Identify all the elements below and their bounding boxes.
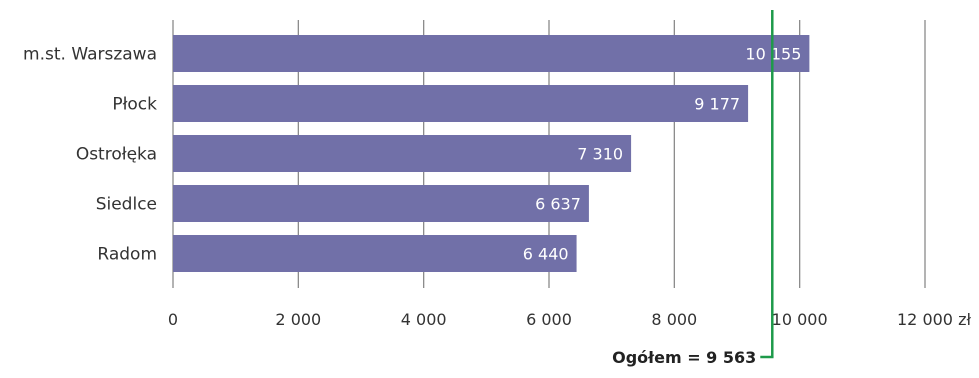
category-label: Radom: [97, 245, 157, 265]
bar-value-label: 6 440: [523, 245, 569, 264]
bar: [173, 135, 632, 172]
x-tick-label: 8 000: [651, 310, 697, 329]
bar-value-label: 6 637: [535, 195, 581, 214]
category-label: m.st. Warszawa: [23, 45, 157, 65]
bar: [173, 185, 589, 222]
reference-line-group: Ogółem = 9 563: [612, 10, 774, 367]
bar: [173, 85, 749, 122]
category-labels: m.st. Warszawa Płock Ostrołęka Siedlce Radom: [23, 45, 157, 265]
bars: [173, 35, 810, 272]
bar: [173, 235, 577, 272]
x-tick-label: 10 000: [772, 310, 828, 329]
bar: [173, 35, 810, 72]
bar-value-label: 7 310: [577, 145, 623, 164]
category-label: Ostrołęka: [76, 145, 157, 165]
x-tick-label: 12 000 zł: [897, 310, 971, 329]
x-tick-label: 6 000: [526, 310, 572, 329]
bar-value-label: 9 177: [694, 95, 740, 114]
x-tick-label: 2 000: [275, 310, 321, 329]
category-label: Płock: [112, 95, 157, 115]
x-axis-tick-labels: 0 2 000 4 000 6 000 8 000 10 000 12 000 zł: [168, 310, 972, 329]
category-label: Siedlce: [96, 195, 157, 215]
x-tick-label: 4 000: [401, 310, 447, 329]
x-tick-label: 0: [168, 310, 178, 329]
reference-line-label: Ogółem = 9 563: [612, 348, 756, 367]
